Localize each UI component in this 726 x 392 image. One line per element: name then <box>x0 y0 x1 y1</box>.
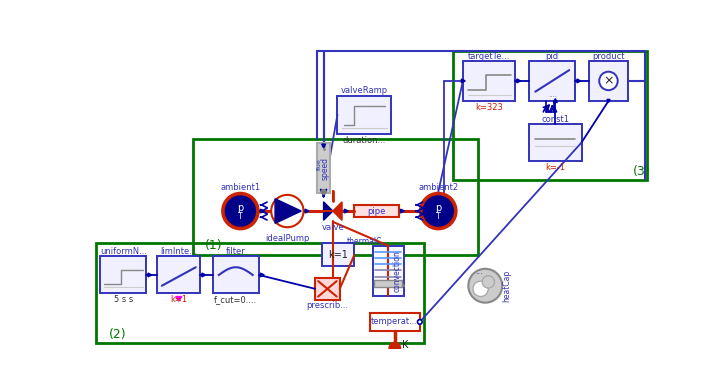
Polygon shape <box>324 202 333 220</box>
Bar <box>453 51 647 180</box>
Polygon shape <box>261 273 264 277</box>
Bar <box>97 243 424 343</box>
Bar <box>373 246 404 296</box>
Text: ambient1: ambient1 <box>221 183 261 192</box>
Text: (1): (1) <box>205 239 223 252</box>
Text: (2): (2) <box>109 328 126 341</box>
Text: f_cut=0....: f_cut=0.... <box>214 295 258 304</box>
Text: pipe: pipe <box>367 207 386 216</box>
Text: T: T <box>238 212 242 221</box>
Polygon shape <box>176 296 182 301</box>
Polygon shape <box>401 209 404 213</box>
Text: ....: .... <box>547 92 557 98</box>
Polygon shape <box>275 199 301 223</box>
Bar <box>338 96 391 134</box>
Bar <box>370 313 420 331</box>
Bar <box>192 140 478 255</box>
Text: k=-1: k=-1 <box>545 163 566 172</box>
Text: ×: × <box>603 74 613 87</box>
Text: product: product <box>592 52 624 61</box>
Circle shape <box>473 281 489 296</box>
Polygon shape <box>517 79 521 83</box>
Text: ...: ... <box>476 267 483 276</box>
Text: thermalC...: thermalC... <box>347 237 389 246</box>
Text: filter: filter <box>226 247 245 256</box>
Text: duration...: duration... <box>343 136 386 145</box>
Text: ambient2: ambient2 <box>418 183 458 192</box>
Circle shape <box>482 276 494 288</box>
Text: speed: speed <box>321 157 330 180</box>
Bar <box>529 61 576 101</box>
Text: pid: pid <box>546 52 559 61</box>
Polygon shape <box>148 273 152 277</box>
Text: idealPump: idealPump <box>265 234 309 243</box>
Text: const1: const1 <box>542 115 569 124</box>
Bar <box>375 280 402 287</box>
Text: flue: flue <box>317 159 322 171</box>
Bar <box>100 256 147 294</box>
Polygon shape <box>202 273 205 277</box>
Bar <box>213 256 259 294</box>
Bar <box>529 124 582 161</box>
Circle shape <box>417 319 422 324</box>
Polygon shape <box>607 100 610 102</box>
Text: targetTe...: targetTe... <box>468 52 510 61</box>
Polygon shape <box>577 79 581 83</box>
Text: heatCap: heatCap <box>502 270 511 302</box>
Text: 5 s s: 5 s s <box>114 295 133 304</box>
Bar <box>354 205 399 217</box>
Bar <box>315 278 340 299</box>
Circle shape <box>321 189 326 194</box>
Text: T: T <box>436 212 441 221</box>
Polygon shape <box>305 209 309 213</box>
Polygon shape <box>261 209 264 213</box>
Polygon shape <box>344 209 348 213</box>
Circle shape <box>389 343 400 354</box>
Bar <box>590 61 628 101</box>
Polygon shape <box>462 79 465 83</box>
Text: K: K <box>402 340 409 350</box>
Circle shape <box>421 194 455 228</box>
Text: convection: convection <box>393 250 402 292</box>
Text: valve: valve <box>322 223 344 232</box>
Text: k=323: k=323 <box>476 103 503 112</box>
Polygon shape <box>333 202 342 220</box>
Text: limInte...: limInte... <box>160 247 197 256</box>
Bar <box>158 256 200 294</box>
Text: p: p <box>237 203 243 213</box>
Circle shape <box>468 269 502 303</box>
Text: valveRamp: valveRamp <box>340 86 388 95</box>
Text: prescrib...: prescrib... <box>306 301 348 310</box>
Circle shape <box>224 194 257 228</box>
Polygon shape <box>322 144 325 148</box>
Bar <box>317 143 330 193</box>
Text: p: p <box>435 203 441 213</box>
Polygon shape <box>553 99 558 102</box>
Text: (3): (3) <box>633 165 650 178</box>
Text: k=1: k=1 <box>170 295 187 304</box>
Bar <box>322 243 354 267</box>
Circle shape <box>599 72 618 90</box>
Text: k=1: k=1 <box>328 250 348 260</box>
Bar <box>463 61 515 101</box>
Text: uniformN...: uniformN... <box>100 247 147 256</box>
Text: temperat...: temperat... <box>371 318 418 327</box>
